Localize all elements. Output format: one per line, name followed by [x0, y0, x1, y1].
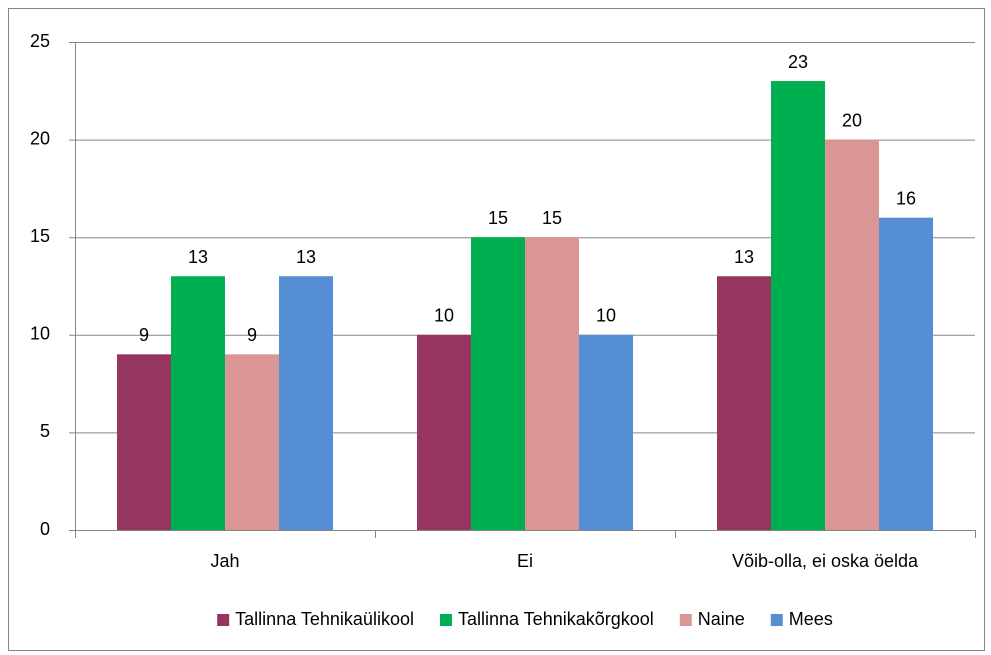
y-tick-label: 5 — [40, 421, 50, 441]
data-label: 10 — [434, 306, 454, 326]
y-tick-label: 10 — [30, 324, 50, 344]
y-tick-label: 0 — [40, 519, 50, 539]
data-label: 15 — [488, 208, 508, 228]
y-tick-label: 25 — [30, 31, 50, 51]
bar — [771, 81, 825, 530]
legend-marker — [770, 614, 783, 626]
bar — [171, 276, 225, 530]
x-tick-label: Ei — [517, 551, 533, 571]
legend-label: Tallinna Tehnikakõrgkool — [458, 609, 654, 629]
bar — [117, 354, 171, 530]
data-label: 13 — [296, 247, 316, 267]
data-label: 13 — [188, 247, 208, 267]
data-label: 20 — [842, 110, 862, 130]
bar — [471, 237, 525, 530]
legend-label: Mees — [789, 609, 833, 629]
legend-label: Tallinna Tehnikaülikool — [235, 609, 414, 629]
data-label: 9 — [247, 325, 257, 345]
x-tick-label: Võib-olla, ei oska öelda — [732, 551, 919, 571]
data-label: 23 — [788, 52, 808, 72]
y-tick-label: 15 — [30, 226, 50, 246]
legend-marker — [217, 614, 230, 626]
data-label: 16 — [896, 188, 916, 208]
bar — [225, 354, 279, 530]
bar — [525, 237, 579, 530]
bar — [279, 276, 333, 530]
y-tick-label: 20 — [30, 128, 50, 148]
legend-marker — [439, 614, 452, 626]
legend-marker — [679, 614, 692, 626]
bar — [825, 139, 879, 530]
bar — [717, 276, 771, 530]
bar — [879, 217, 933, 530]
data-label: 10 — [596, 306, 616, 326]
bar — [579, 334, 633, 530]
data-label: 9 — [139, 325, 149, 345]
bar — [417, 334, 471, 530]
data-label: 15 — [542, 208, 562, 228]
data-label: 13 — [734, 247, 754, 267]
legend-label: Naine — [698, 609, 745, 629]
x-tick-label: Jah — [210, 551, 239, 571]
